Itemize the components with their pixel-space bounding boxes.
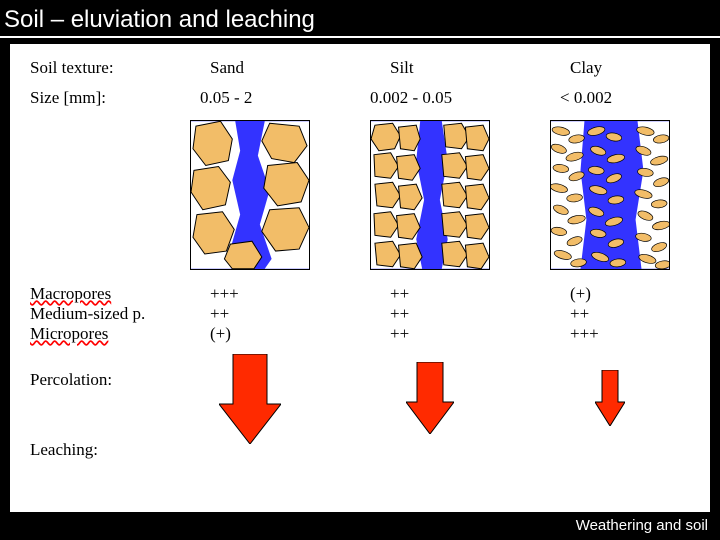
- silt-arrow: [406, 362, 454, 434]
- clay-arrow: [595, 370, 625, 426]
- sand-arrow: [219, 354, 281, 444]
- col-sand-name: Sand: [210, 58, 290, 78]
- col-silt-name: Silt: [390, 58, 470, 78]
- sand-box: [190, 120, 310, 270]
- col-silt-medium: ++: [390, 304, 450, 324]
- diagram-panel: Soil texture: Size [mm]: Macropores Medi…: [10, 44, 710, 512]
- col-clay-macro: (+): [570, 284, 630, 304]
- label-micropores: Micropores: [30, 324, 108, 344]
- label-medium-sized: Medium-sized p.: [30, 304, 145, 324]
- label-size: Size [mm]:: [30, 88, 106, 108]
- col-sand-medium: ++: [210, 304, 270, 324]
- col-silt-micro: ++: [390, 324, 450, 344]
- col-sand-micro: (+): [210, 324, 270, 344]
- col-silt-macro: ++: [390, 284, 450, 304]
- label-percolation: Percolation:: [30, 370, 112, 390]
- col-clay-micro: +++: [570, 324, 630, 344]
- slide-footer: Weathering and soil: [572, 515, 712, 536]
- col-clay-size: < 0.002: [560, 88, 660, 108]
- slide-title: Soil – eluviation and leaching: [0, 0, 720, 38]
- sand-illustration: [191, 121, 309, 269]
- col-clay-medium: ++: [570, 304, 630, 324]
- label-leaching: Leaching:: [30, 440, 98, 460]
- col-sand-size: 0.05 - 2: [200, 88, 300, 108]
- col-silt-size: 0.002 - 0.05: [370, 88, 490, 108]
- clay-illustration: [551, 121, 669, 269]
- silt-box: [370, 120, 490, 270]
- label-soil-texture: Soil texture:: [30, 58, 114, 78]
- silt-illustration: [371, 121, 489, 269]
- col-sand-macro: +++: [210, 284, 270, 304]
- col-clay-name: Clay: [570, 58, 650, 78]
- clay-box: [550, 120, 670, 270]
- label-macropores: Macropores: [30, 284, 111, 304]
